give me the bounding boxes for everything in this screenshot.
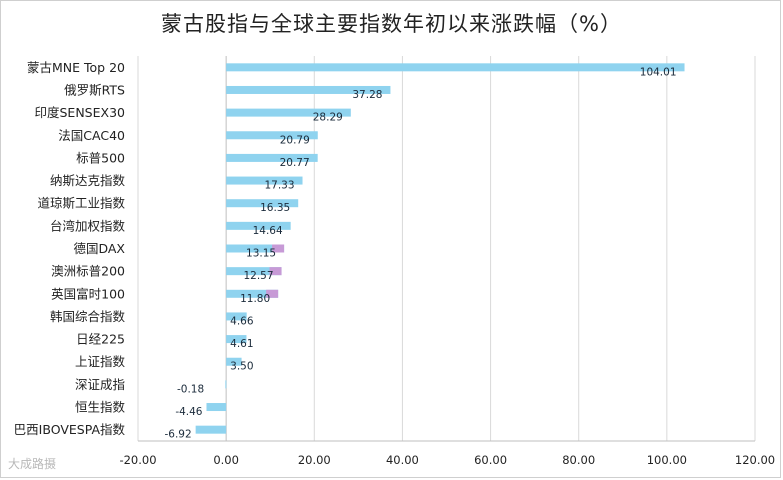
category-label: 台湾加权指数 <box>50 218 126 233</box>
category-label: 道琼斯工业指数 <box>37 196 125 211</box>
bar <box>226 153 318 162</box>
bar-highlight <box>272 244 285 253</box>
x-tick-label: 120.00 <box>735 453 775 467</box>
x-tick-label: 60.00 <box>474 453 507 467</box>
category-label: 日经225 <box>76 332 125 347</box>
data-label: 37.28 <box>352 89 382 101</box>
category-label: 蒙古MNE Top 20 <box>27 60 125 75</box>
data-label: 16.35 <box>260 202 290 214</box>
data-label: -0.18 <box>177 383 204 395</box>
data-label: 20.77 <box>280 157 310 169</box>
bar <box>226 289 279 298</box>
category-label: 上证指数 <box>75 354 126 369</box>
category-label: 英国富时100 <box>51 286 125 301</box>
bar <box>226 244 285 253</box>
bar <box>225 380 227 389</box>
category-label: 俄罗斯RTS <box>64 82 125 97</box>
bar-highlight <box>269 267 282 276</box>
category-label: 纳斯达克指数 <box>50 173 126 188</box>
x-tick-label: 100.00 <box>647 453 687 467</box>
bar <box>226 312 247 321</box>
bar <box>226 131 318 140</box>
bar <box>226 108 351 117</box>
data-label: 4.66 <box>230 315 254 327</box>
data-label: 3.50 <box>230 361 253 373</box>
bar <box>226 335 247 344</box>
x-tick-label: 80.00 <box>562 453 595 467</box>
data-label: 12.57 <box>243 270 273 282</box>
data-label: -6.92 <box>164 429 191 441</box>
category-label: 韩国综合指数 <box>50 309 126 324</box>
data-label: 28.29 <box>313 112 343 124</box>
data-label: 11.80 <box>240 293 270 305</box>
category-label: 印度SENSEX30 <box>35 105 126 120</box>
category-label: 澳洲标普200 <box>51 264 125 279</box>
data-label: 13.15 <box>246 248 276 260</box>
bar <box>226 63 685 72</box>
chart-title: 蒙古股指与全球主要指数年初以来涨跌幅（%） <box>161 12 622 36</box>
x-tick-label: -20.00 <box>119 453 156 467</box>
data-label: 4.61 <box>230 338 253 350</box>
data-label: 14.64 <box>253 225 283 237</box>
bar <box>226 176 303 185</box>
bar <box>226 267 282 276</box>
bar <box>195 425 227 434</box>
category-label: 巴西IBOVESPA指数 <box>14 422 126 437</box>
bar <box>226 357 242 366</box>
watermark: 大成路摄 <box>8 457 57 471</box>
bar <box>226 199 299 208</box>
bar-highlight <box>266 289 279 298</box>
data-label: 104.01 <box>640 66 677 78</box>
data-label: 17.33 <box>264 180 294 192</box>
category-label: 德国DAX <box>73 241 125 256</box>
x-tick-label: 20.00 <box>298 453 331 467</box>
category-label: 深证成指 <box>75 377 125 392</box>
category-label: 法国CAC40 <box>58 128 125 143</box>
bar <box>226 85 391 94</box>
x-tick-label: 0.00 <box>213 453 239 467</box>
bar <box>206 403 227 412</box>
x-tick-label: 40.00 <box>386 453 419 467</box>
data-label: 20.79 <box>280 134 310 146</box>
category-label: 标普500 <box>76 150 125 165</box>
data-label: -4.46 <box>175 406 202 418</box>
bar <box>226 221 291 230</box>
category-label: 恒生指数 <box>75 400 126 415</box>
